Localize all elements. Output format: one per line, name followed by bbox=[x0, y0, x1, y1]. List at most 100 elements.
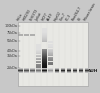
Bar bbox=[67, 71, 71, 72]
Bar bbox=[67, 72, 71, 73]
Text: C6: C6 bbox=[77, 16, 83, 22]
Text: Raw264.7: Raw264.7 bbox=[71, 5, 83, 22]
Bar bbox=[48, 54, 53, 55]
Bar bbox=[36, 44, 41, 45]
Bar bbox=[36, 70, 41, 71]
Bar bbox=[36, 45, 41, 46]
Text: Cos-7: Cos-7 bbox=[59, 12, 67, 22]
Bar bbox=[48, 72, 53, 73]
Bar bbox=[48, 46, 53, 47]
Bar bbox=[30, 71, 35, 72]
Text: HeLa: HeLa bbox=[16, 12, 24, 22]
Bar bbox=[73, 70, 77, 71]
Bar bbox=[36, 46, 41, 47]
Bar bbox=[55, 72, 59, 73]
Text: Mouse brain: Mouse brain bbox=[83, 3, 96, 22]
Bar bbox=[36, 65, 41, 66]
Bar bbox=[30, 68, 35, 69]
Bar bbox=[30, 69, 35, 70]
Bar bbox=[36, 54, 41, 55]
Bar bbox=[24, 70, 29, 71]
Bar bbox=[48, 63, 53, 64]
Text: HepG2: HepG2 bbox=[53, 10, 62, 22]
Bar bbox=[18, 68, 22, 69]
Bar bbox=[30, 34, 35, 36]
Bar bbox=[42, 31, 47, 32]
Bar bbox=[48, 45, 53, 46]
Bar bbox=[55, 68, 59, 69]
Bar bbox=[24, 34, 29, 36]
Bar bbox=[42, 59, 47, 60]
Bar bbox=[42, 54, 47, 55]
Bar bbox=[73, 69, 77, 70]
Bar bbox=[42, 41, 47, 42]
Bar bbox=[55, 69, 59, 70]
Bar bbox=[36, 47, 41, 48]
Bar bbox=[67, 69, 71, 70]
Bar bbox=[18, 72, 22, 73]
Bar bbox=[42, 30, 47, 31]
Bar bbox=[24, 71, 29, 72]
Bar bbox=[36, 59, 41, 60]
Bar bbox=[55, 70, 59, 71]
Bar bbox=[42, 56, 47, 57]
Bar bbox=[48, 49, 53, 50]
Text: MCF7: MCF7 bbox=[41, 12, 49, 22]
Bar bbox=[36, 71, 41, 72]
Bar bbox=[79, 68, 83, 69]
Bar bbox=[48, 59, 53, 60]
Bar bbox=[42, 68, 47, 69]
Bar bbox=[36, 53, 41, 54]
Bar bbox=[30, 72, 35, 73]
Bar bbox=[42, 28, 47, 29]
Bar bbox=[48, 55, 53, 56]
Bar bbox=[24, 69, 29, 70]
Bar bbox=[18, 69, 22, 70]
Bar bbox=[42, 60, 47, 61]
Bar bbox=[42, 64, 47, 65]
Text: 55kDa: 55kDa bbox=[7, 39, 18, 43]
Bar bbox=[24, 72, 29, 73]
Text: 25kDa: 25kDa bbox=[7, 66, 18, 70]
Bar bbox=[42, 61, 47, 62]
Bar bbox=[42, 34, 47, 35]
Bar bbox=[42, 29, 47, 30]
Bar bbox=[67, 68, 71, 69]
Bar bbox=[36, 61, 41, 62]
Bar bbox=[42, 63, 47, 64]
Bar bbox=[24, 72, 29, 73]
Bar bbox=[48, 60, 53, 61]
Bar bbox=[55, 71, 59, 72]
Bar bbox=[18, 72, 22, 73]
Bar bbox=[42, 33, 47, 34]
Bar bbox=[42, 55, 47, 56]
Bar bbox=[67, 72, 71, 73]
Bar bbox=[36, 67, 41, 68]
Bar bbox=[48, 70, 53, 71]
Bar bbox=[61, 68, 65, 69]
Bar bbox=[48, 42, 53, 43]
Bar bbox=[42, 51, 47, 52]
Text: Jurkat: Jurkat bbox=[35, 11, 43, 22]
Bar bbox=[85, 72, 89, 73]
Bar bbox=[36, 69, 41, 70]
Bar bbox=[42, 36, 47, 37]
Bar bbox=[73, 72, 77, 73]
Bar bbox=[36, 50, 41, 51]
Bar bbox=[18, 34, 22, 36]
Bar bbox=[42, 35, 47, 36]
Bar bbox=[42, 67, 47, 68]
Bar bbox=[79, 72, 83, 73]
Bar bbox=[73, 72, 77, 73]
Bar bbox=[36, 49, 41, 50]
Bar bbox=[42, 52, 47, 53]
Bar bbox=[61, 72, 65, 73]
Bar bbox=[18, 22, 88, 86]
Bar bbox=[79, 69, 83, 70]
Text: A549: A549 bbox=[47, 12, 55, 22]
Bar bbox=[79, 72, 83, 73]
Bar bbox=[48, 41, 53, 42]
Bar bbox=[85, 68, 89, 69]
Bar bbox=[42, 72, 47, 73]
Text: 35kDa: 35kDa bbox=[7, 54, 18, 58]
